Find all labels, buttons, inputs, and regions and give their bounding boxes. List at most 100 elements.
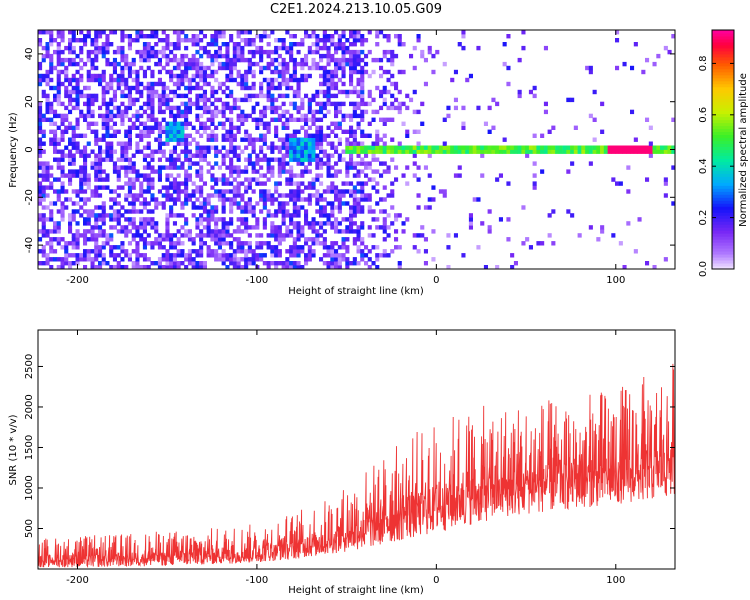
spectrogram-cell (127, 201, 132, 206)
spectrogram-cell (375, 57, 380, 63)
spectrogram-cell (555, 145, 560, 150)
spectrogram-cell (83, 149, 88, 154)
spectrogram-cell (626, 145, 631, 150)
spectrogram-cell (277, 173, 282, 178)
spectrogram-cell (251, 141, 256, 146)
spectrogram-cell (326, 34, 331, 39)
spectrogram-cell (165, 193, 170, 198)
spectrogram-cell (663, 257, 668, 262)
spectrogram-cell (38, 181, 43, 186)
spectrogram-cell (262, 49, 267, 55)
spectrogram-cell (90, 129, 95, 134)
spectrogram-cell (255, 157, 260, 162)
spectrogram-cell (416, 193, 421, 198)
spectrogram-cell (199, 133, 204, 138)
spectrogram-cell (232, 53, 237, 59)
spectrogram-cell (360, 129, 365, 134)
spectrogram-cell (139, 173, 144, 178)
spectrogram-cell (214, 209, 219, 214)
spectrogram-cell (184, 157, 189, 162)
spectrogram-cell (356, 245, 361, 250)
spectrogram-cell (274, 57, 279, 63)
spectrogram-cell (180, 137, 185, 142)
spectrogram-cell (202, 93, 207, 99)
spectrogram-cell (285, 145, 290, 150)
spectrogram-cell (180, 181, 185, 186)
spectrogram-cell (618, 149, 623, 154)
spectrogram-cell (90, 42, 95, 47)
spectrogram-cell (71, 153, 76, 158)
spectrogram-cell (56, 177, 61, 182)
spectrogram-cell (386, 69, 391, 75)
spectrogram-cell (259, 57, 264, 63)
spectrogram-cell (360, 253, 365, 258)
spectrogram-cell (225, 49, 230, 55)
spectrogram-cell (236, 225, 241, 230)
spectrogram-cell (251, 209, 256, 214)
spectrogram-cell (94, 265, 99, 270)
spectrogram-cell (146, 49, 151, 55)
spectrogram-cell (251, 177, 256, 182)
spectrogram-cell (112, 97, 117, 103)
spectrogram-cell (232, 253, 237, 258)
spectrogram-cell (90, 57, 95, 63)
colorbar-step (712, 251, 734, 255)
spectrogram-cell (176, 197, 181, 202)
spectrogram-cell (120, 145, 125, 150)
spectrogram-cell (270, 81, 275, 87)
spectrogram-cell (195, 65, 200, 71)
spectrogram-cell (98, 185, 103, 190)
spectrogram-cell (142, 245, 147, 250)
spectrogram-cell (367, 197, 372, 202)
spectrogram-cell (300, 61, 305, 67)
spectrogram-cell (146, 57, 151, 63)
spectrogram-cell (240, 81, 245, 87)
spectrogram-cell (600, 129, 605, 134)
spectrogram-cell (506, 181, 511, 186)
spectrogram-cell (412, 161, 417, 166)
spectrogram-cell (562, 145, 567, 150)
spectrogram-cell (394, 213, 399, 218)
spectrogram-cell (420, 225, 425, 230)
spectrogram-cell (360, 133, 365, 138)
spectrogram-cell (259, 245, 264, 250)
spectrogram-cell (281, 193, 286, 198)
spectrogram-cell (352, 34, 357, 39)
spectrogram-cell (56, 61, 61, 67)
spectrogram-cell (667, 49, 672, 55)
spectrogram-cell (289, 77, 294, 83)
spectrogram-cell (184, 121, 189, 126)
spectrogram-cell (75, 193, 80, 198)
spectrogram-cell (244, 177, 249, 182)
spectrogram-cell (543, 45, 548, 51)
spectrogram-cell (240, 38, 245, 43)
spectrogram-cell (352, 105, 357, 111)
spectrogram-cell (169, 185, 174, 190)
spectrogram-cell (86, 213, 91, 218)
spectrogram-cell (98, 225, 103, 230)
spectrogram-cell (127, 193, 132, 198)
snr-y-axis-label: SNR (10 * v/v) (8, 414, 19, 485)
spectrogram-cell (285, 77, 290, 83)
spectrogram-cell (334, 42, 339, 47)
spectrogram-cell (187, 193, 192, 198)
spectrogram-cell (172, 42, 177, 47)
spectrogram-cell (150, 169, 155, 174)
spectrogram-cell (405, 129, 410, 134)
spectrogram-cell (127, 165, 132, 170)
spectrogram-cell (236, 193, 241, 198)
spectrogram-cell (221, 109, 226, 115)
spectrogram-cell (349, 101, 354, 107)
spectrogram-cell (281, 69, 286, 75)
spectrogram-cell (124, 229, 129, 234)
spectrogram-cell (465, 145, 470, 150)
spectrogram-cell (206, 105, 211, 111)
spectrogram-cell (409, 149, 414, 154)
spectrogram-cell (285, 225, 290, 230)
spectrogram-cell (615, 181, 620, 186)
colorbar-step (712, 200, 734, 204)
spectrogram-cell (139, 81, 144, 87)
spectrogram-cell (206, 201, 211, 206)
spectrogram-cell (120, 93, 125, 99)
spectrogram-cell (165, 53, 170, 59)
